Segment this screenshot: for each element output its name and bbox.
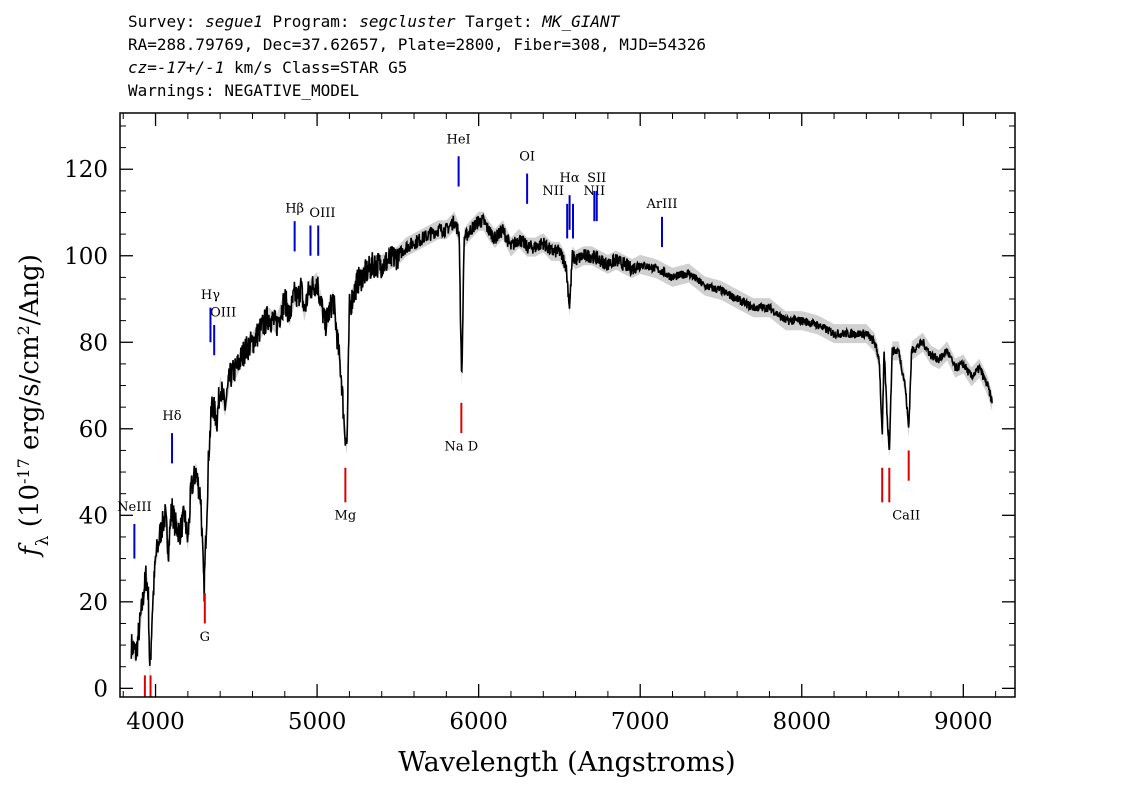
y-tick-label: 80 [79,330,108,356]
error-band-area [131,211,993,680]
x-tick-label: 9000 [934,709,993,735]
header-segment: Warnings: NEGATIVE_MODEL [128,81,360,100]
emission-line-label: NII [542,184,564,199]
x-tick-label: 8000 [772,709,831,735]
emission-line-label: Hγ [201,288,220,303]
emission-line-label: SII [587,171,606,186]
emission-line-label: Hα [560,171,580,186]
spectrum-header: Survey: segue1 Program: segcluster Targe… [128,10,1028,102]
header-segment: cz=-17+/-1 [128,58,225,77]
header-segment: RA=288.79769, Dec=37.62657, Plate=2800, … [128,35,706,54]
emission-line-label: NeIII [117,500,151,515]
y-tick-label: 100 [64,244,108,270]
absorption-line-label: Na D [445,439,479,454]
header-line-redshift: cz=-17+/-1 km/s Class=STAR G5 [128,56,1028,79]
x-axis-label: Wavelength (Angstroms) [398,747,735,778]
emission-line-label: NII [583,184,605,199]
emission-line-label: Hβ [285,201,304,216]
y-tick-label: 0 [93,676,108,702]
header-segment: Target: [455,12,543,31]
emission-line-label: Hδ [162,409,181,424]
absorption-line-label: Mg [335,509,357,524]
header-line-survey: Survey: segue1 Program: segcluster Targe… [128,10,1028,33]
emission-line-label: ArIII [646,197,678,212]
emission-line-label: OIII [309,206,335,221]
x-tick-label: 4000 [126,709,185,735]
y-axis-label-part: erg/s/cm [15,335,45,458]
y-tick-label: 20 [79,590,108,616]
emission-line-label: OI [519,150,535,165]
emission-line-label: HeI [447,132,471,147]
absorption-line-label: CaII [892,509,920,524]
y-tick-label: 40 [79,503,108,529]
y-axis-label-part: 2 [14,325,33,335]
x-tick-label: 7000 [611,709,670,735]
error-band [131,211,993,680]
absorption-line-label: G [200,630,210,645]
header-segment: segcluster [359,12,456,31]
header-segment: Survey: [128,12,206,31]
header-segment: km/s Class=STAR G5 [224,58,408,77]
header-segment: segue1 [205,12,263,31]
y-tick-label: 60 [79,417,108,443]
header-line-coordinates: RA=288.79769, Dec=37.62657, Plate=2800, … [128,33,1028,56]
spectrum-series [130,212,993,666]
y-axis-label-part: -17 [14,458,33,484]
y-axis-label-part: (10 [15,484,45,536]
header-segment: MK_GIANT [542,12,620,31]
axis-ticks: 4000 5000 6000 7000 8000 9000 0 20 40 60 80 100 120 [64,113,1015,735]
x-tick-label: 6000 [449,709,508,735]
y-tick-label: 120 [64,157,108,183]
y-axis-label: fλ (10-17 erg/s/cm2/Ang) [14,254,54,558]
y-axis-label-part: λ [33,535,53,546]
emission-line-label: OIII [210,305,236,320]
plot-frame [119,112,1016,698]
header-segment: Program: [262,12,360,31]
spectrum-line [130,212,993,666]
y-axis-label-part: /Ang) [15,254,45,325]
x-tick-label: 5000 [288,709,347,735]
header-line-warnings: Warnings: NEGATIVE_MODEL [128,79,1028,102]
